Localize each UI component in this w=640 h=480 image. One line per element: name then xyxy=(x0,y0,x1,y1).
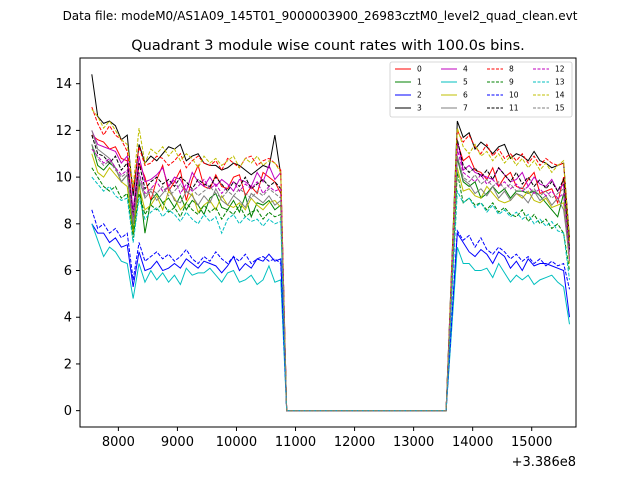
series-layer xyxy=(91,74,570,412)
x-tick-label: 14000 xyxy=(452,435,493,450)
x-tick-label: 12000 xyxy=(334,435,375,450)
plot-area xyxy=(80,58,576,427)
y-tick-label: 2 xyxy=(64,357,72,372)
legend-label-10: 10 xyxy=(509,91,519,100)
legend-label-6: 6 xyxy=(463,91,468,100)
plot-frame xyxy=(79,57,577,428)
y-tick-label: 0 xyxy=(64,404,72,419)
legend-label-9: 9 xyxy=(509,78,514,87)
legend-label-5: 5 xyxy=(463,78,468,87)
y-tick-label: 12 xyxy=(55,124,72,139)
x-tick-label: 9000 xyxy=(161,435,194,450)
series-line-10 xyxy=(91,209,570,412)
legend-frame xyxy=(389,61,573,118)
legend-label-0: 0 xyxy=(417,65,422,74)
series-line-15 xyxy=(91,144,570,412)
legend-label-1: 1 xyxy=(417,78,422,87)
legend-label-15: 15 xyxy=(555,104,565,113)
legend-label-4: 4 xyxy=(463,65,468,74)
x-offset-label: +3.386e8 xyxy=(512,455,576,470)
y-tick-label: 10 xyxy=(55,171,72,186)
y-tick-label: 4 xyxy=(64,311,72,326)
x-axis-ticks: 8000 9000 10000 11000 12000 13000 14000 15000 xyxy=(102,427,552,450)
legend-label-7: 7 xyxy=(463,104,468,113)
figure-supertitle: Data file: modeM0/AS1A09_145T01_90000039… xyxy=(63,9,578,23)
legend-label-8: 8 xyxy=(509,65,514,74)
legend-label-3: 3 xyxy=(417,104,422,113)
legend-label-11: 11 xyxy=(509,104,519,113)
series-line-12 xyxy=(91,148,570,412)
legend-label-14: 14 xyxy=(555,91,565,100)
legend-label-13: 13 xyxy=(555,78,565,87)
y-tick-label: 14 xyxy=(55,77,72,92)
chart-title: Quadrant 3 module wise count rates with … xyxy=(131,38,525,54)
series-line-13 xyxy=(91,176,570,412)
x-tick-label: 11000 xyxy=(275,435,316,450)
y-tick-label: 6 xyxy=(64,264,72,279)
x-tick-label: 13000 xyxy=(393,435,434,450)
legend-label-2: 2 xyxy=(417,91,422,100)
legend-label-12: 12 xyxy=(555,65,565,74)
y-tick-label: 8 xyxy=(64,217,72,232)
y-axis-ticks: 0 2 4 6 8 10 12 14 xyxy=(55,77,80,419)
x-tick-label: 10000 xyxy=(216,435,257,450)
x-tick-label: 8000 xyxy=(102,435,135,450)
x-tick-label: 15000 xyxy=(511,435,552,450)
